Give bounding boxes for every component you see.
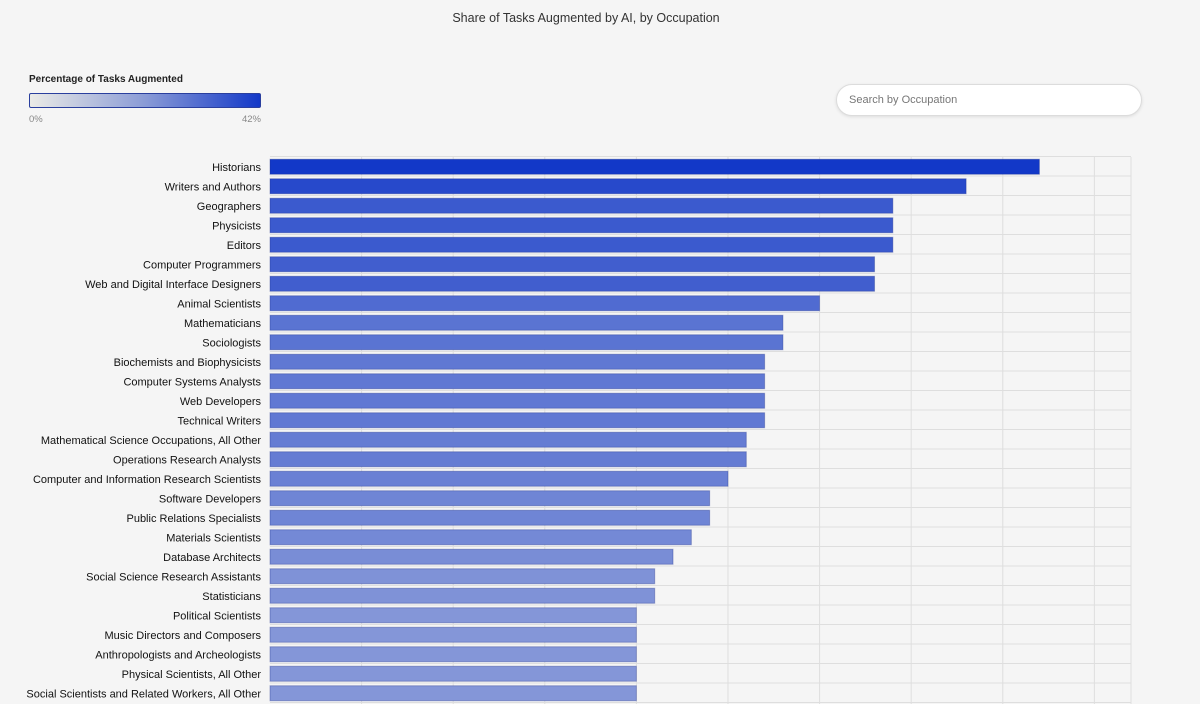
category-label: Social Scientists and Related Workers, A… xyxy=(26,688,261,700)
bar-row[interactable]: Sociologists xyxy=(202,334,784,351)
bar-row[interactable]: Social Scientists and Related Workers, A… xyxy=(26,685,637,702)
bar-row[interactable]: Statisticians xyxy=(202,587,656,604)
category-label: Mathematical Science Occupations, All Ot… xyxy=(41,435,261,447)
bar[interactable] xyxy=(269,665,637,682)
bar-row[interactable]: Software Developers xyxy=(159,490,711,507)
bar[interactable] xyxy=(269,509,711,526)
bar[interactable] xyxy=(269,275,876,292)
bar-row[interactable]: Computer Programmers xyxy=(143,256,876,273)
category-label: Database Architects xyxy=(163,552,261,564)
bar-row[interactable]: Geographers xyxy=(197,197,894,214)
bar-row[interactable]: Biochemists and Biophysicists xyxy=(114,353,766,370)
bar-row[interactable]: Music Directors and Composers xyxy=(105,626,637,643)
bar[interactable] xyxy=(269,470,729,487)
bar[interactable] xyxy=(269,568,656,585)
bar[interactable] xyxy=(269,353,766,370)
bar-row[interactable]: Mathematicians xyxy=(184,314,784,331)
bar-row[interactable]: Web and Digital Interface Designers xyxy=(85,275,876,292)
bar[interactable] xyxy=(269,334,784,351)
bar[interactable] xyxy=(269,548,674,565)
bar-chart: Historians Writers and Authors Geographers… xyxy=(26,156,1132,704)
bar[interactable] xyxy=(269,607,637,624)
bar[interactable] xyxy=(269,685,637,702)
bar-row[interactable]: Editors xyxy=(227,236,894,253)
category-label: Mathematicians xyxy=(184,318,262,330)
bar-row[interactable]: Database Architects xyxy=(163,548,674,565)
category-label: Computer Programmers xyxy=(143,259,261,271)
bar-row[interactable]: Public Relations Specialists xyxy=(126,509,711,526)
bar[interactable] xyxy=(269,158,1040,175)
bar[interactable] xyxy=(269,431,747,448)
legend-max-label: 42% xyxy=(241,114,261,125)
bar-row[interactable]: Writers and Authors xyxy=(165,178,967,195)
legend-title: Percentage of Tasks Augmented xyxy=(29,74,183,85)
category-label: Statisticians xyxy=(202,591,261,603)
category-label: Sociologists xyxy=(202,337,261,349)
bar[interactable] xyxy=(269,295,821,312)
category-label: Computer and Information Research Scient… xyxy=(33,474,262,486)
color-legend: Percentage of Tasks Augmented 0% 42% xyxy=(29,74,261,128)
bar[interactable] xyxy=(269,373,766,390)
category-label: Physicists xyxy=(212,220,261,232)
category-label: Animal Scientists xyxy=(177,298,261,310)
bar[interactable] xyxy=(269,412,766,429)
bar-row[interactable]: Anthropologists and Archeologists xyxy=(95,646,637,663)
bar-row[interactable]: Web Developers xyxy=(180,392,766,409)
bar-row[interactable]: Mathematical Science Occupations, All Ot… xyxy=(41,431,747,448)
category-label: Writers and Authors xyxy=(165,181,262,193)
category-label: Geographers xyxy=(197,201,262,213)
bar-row[interactable]: Computer Systems Analysts xyxy=(123,373,766,390)
chart-title: Share of Tasks Augmented by AI, by Occup… xyxy=(452,11,720,25)
category-label: Web Developers xyxy=(180,396,262,408)
bar-row[interactable]: Animal Scientists xyxy=(177,295,821,312)
category-label: Software Developers xyxy=(159,493,262,505)
category-label: Materials Scientists xyxy=(166,532,261,544)
category-label: Social Science Research Assistants xyxy=(86,571,261,583)
category-label: Physical Scientists, All Other xyxy=(122,669,262,681)
category-label: Public Relations Specialists xyxy=(126,513,261,525)
bar[interactable] xyxy=(269,626,637,643)
category-label: Editors xyxy=(227,240,262,252)
bar-row[interactable]: Technical Writers xyxy=(177,412,766,429)
bar[interactable] xyxy=(269,529,692,546)
category-label: Computer Systems Analysts xyxy=(123,376,261,388)
category-label: Political Scientists xyxy=(173,610,262,622)
bar[interactable] xyxy=(269,256,876,273)
bar[interactable] xyxy=(269,451,747,468)
category-label: Technical Writers xyxy=(177,415,261,427)
search-input[interactable] xyxy=(836,84,1142,116)
bar[interactable] xyxy=(269,392,766,409)
category-label: Music Directors and Composers xyxy=(105,630,262,642)
category-label: Anthropologists and Archeologists xyxy=(95,649,261,661)
bar[interactable] xyxy=(269,490,711,507)
bar[interactable] xyxy=(269,314,784,331)
bar-row[interactable]: Physical Scientists, All Other xyxy=(122,665,637,682)
bar[interactable] xyxy=(269,178,967,195)
bar-row[interactable]: Social Science Research Assistants xyxy=(86,568,656,585)
bar[interactable] xyxy=(269,236,894,253)
legend-gradient-bar xyxy=(29,93,261,108)
bar[interactable] xyxy=(269,646,637,663)
bar[interactable] xyxy=(269,587,656,604)
bar[interactable] xyxy=(269,217,894,234)
category-label: Operations Research Analysts xyxy=(113,454,261,466)
category-label: Web and Digital Interface Designers xyxy=(85,279,261,291)
bar-row[interactable]: Physicists xyxy=(212,217,894,234)
bar[interactable] xyxy=(269,197,894,214)
bar-row[interactable]: Materials Scientists xyxy=(166,529,692,546)
legend-ticks: 0% 42% xyxy=(29,114,261,128)
category-label: Historians xyxy=(212,162,261,174)
bar-row[interactable]: Operations Research Analysts xyxy=(113,451,747,468)
category-label: Biochemists and Biophysicists xyxy=(114,357,262,369)
bar-row[interactable]: Political Scientists xyxy=(173,607,637,624)
bar-row[interactable]: Computer and Information Research Scient… xyxy=(33,470,729,487)
legend-min-label: 0% xyxy=(29,114,43,125)
bar-row[interactable]: Historians xyxy=(212,158,1040,175)
